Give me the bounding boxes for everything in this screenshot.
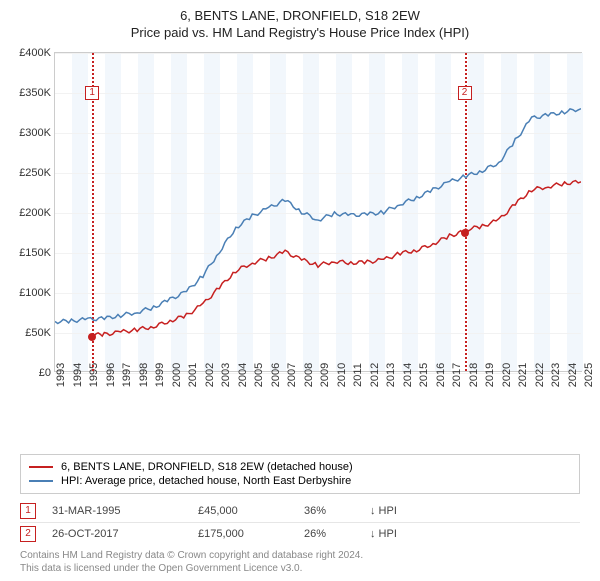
marker-badge: 1 <box>20 503 36 519</box>
chart: £0 £50K £100K £150K £200K £250K £300K £350K £400… <box>10 46 590 416</box>
marker-table: 1 31-MAR-1995 £45,000 36% ↓ HPI 2 26-OCT-2017 £… <box>20 500 580 545</box>
y-tick-label: £150K <box>19 247 51 259</box>
marker-pct: 36% <box>304 505 364 517</box>
marker-price: £175,000 <box>198 528 298 540</box>
marker-direction: ↓ HPI <box>370 505 430 517</box>
attribution: Contains HM Land Registry data © Crown c… <box>20 549 580 575</box>
event-marker-box: 1 <box>85 86 99 100</box>
title-block: 6, BENTS LANE, DRONFIELD, S18 2EW Price … <box>10 8 590 40</box>
event-marker-box: 2 <box>458 86 472 100</box>
price-point-dot <box>461 229 469 237</box>
legend-row: HPI: Average price, detached house, Nort… <box>29 475 571 487</box>
legend-label: 6, BENTS LANE, DRONFIELD, S18 2EW (detac… <box>61 461 353 473</box>
price-point-dot <box>88 333 96 341</box>
line-series-layer <box>55 53 581 371</box>
y-tick-label: £400K <box>19 47 51 59</box>
y-tick-label: £100K <box>19 287 51 299</box>
marker-price: £45,000 <box>198 505 298 517</box>
y-tick-label: £250K <box>19 167 51 179</box>
legend-swatch <box>29 480 53 482</box>
title-line-2: Price paid vs. HM Land Registry's House … <box>10 25 590 40</box>
plot-area: £0£50K£100K£150K£200K£250K£300K£350K£400… <box>54 52 582 372</box>
chart-container: 6, BENTS LANE, DRONFIELD, S18 2EW Price … <box>0 0 600 581</box>
legend-swatch <box>29 466 53 468</box>
marker-row: 2 26-OCT-2017 £175,000 26% ↓ HPI <box>20 523 580 545</box>
marker-date: 31-MAR-1995 <box>52 505 192 517</box>
legend-row: 6, BENTS LANE, DRONFIELD, S18 2EW (detac… <box>29 461 571 473</box>
marker-direction: ↓ HPI <box>370 528 430 540</box>
legend-label: HPI: Average price, detached house, Nort… <box>61 475 351 487</box>
legend: 6, BENTS LANE, DRONFIELD, S18 2EW (detac… <box>20 454 580 494</box>
y-tick-label: £200K <box>19 207 51 219</box>
series-line <box>92 181 581 338</box>
y-tick-label: £300K <box>19 127 51 139</box>
y-tick-label: £350K <box>19 87 51 99</box>
marker-badge: 2 <box>20 526 36 542</box>
x-tick-label: 2025 <box>583 363 595 387</box>
y-tick-label: £50K <box>25 327 51 339</box>
title-line-1: 6, BENTS LANE, DRONFIELD, S18 2EW <box>10 8 590 23</box>
marker-pct: 26% <box>304 528 364 540</box>
attribution-line-1: Contains HM Land Registry data © Crown c… <box>20 549 580 562</box>
marker-date: 26-OCT-2017 <box>52 528 192 540</box>
attribution-line-2: This data is licensed under the Open Gov… <box>20 562 580 575</box>
marker-row: 1 31-MAR-1995 £45,000 36% ↓ HPI <box>20 500 580 523</box>
y-tick-label: £0 <box>39 367 51 379</box>
